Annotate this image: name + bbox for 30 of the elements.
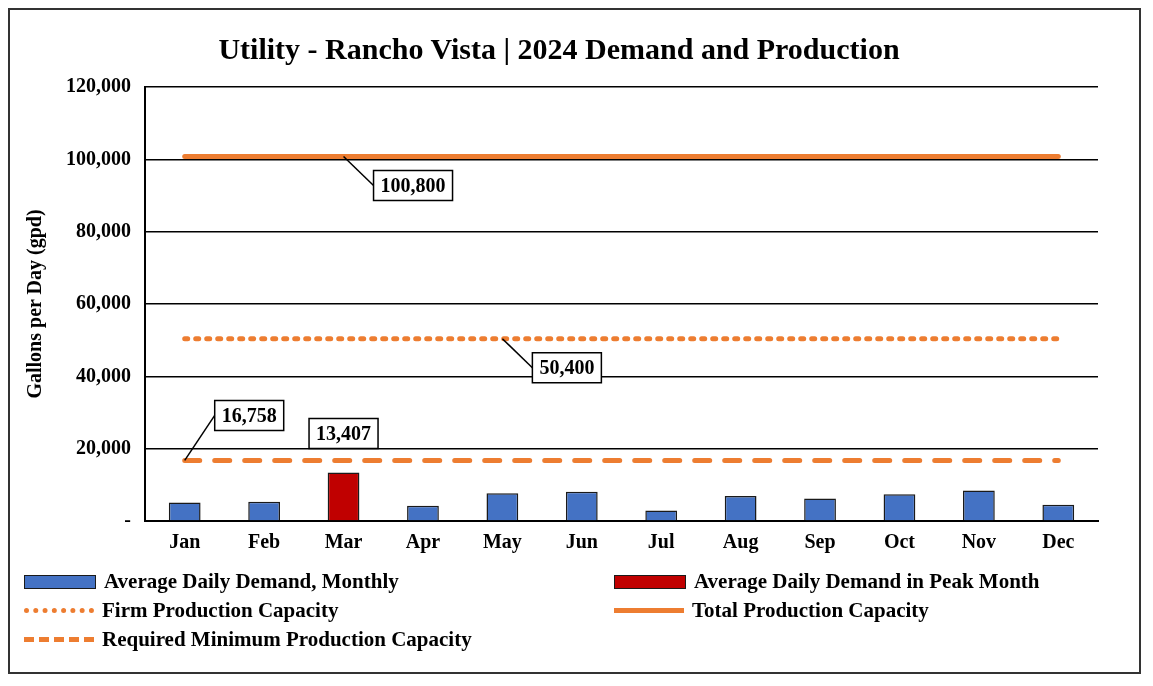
y-tick-label: 20,000	[76, 435, 131, 458]
x-tick-label: Dec	[1042, 530, 1075, 553]
data-label: 100,800	[380, 173, 446, 196]
y-tick-label: 80,000	[76, 218, 131, 241]
x-tick-label: Aug	[722, 530, 759, 554]
y-axis-title: Gallons per Day (gpd)	[23, 209, 47, 399]
x-tick-label: Oct	[883, 530, 916, 553]
x-tick-label: Nov	[961, 530, 997, 553]
y-tick-label: 100,000	[66, 146, 131, 169]
y-tick-label: 60,000	[76, 291, 131, 314]
y-tick-label: 120,000	[66, 74, 131, 97]
x-tick-label: Feb	[248, 530, 281, 553]
data-label: 13,407	[316, 421, 372, 444]
x-tick-label: May	[482, 530, 522, 554]
x-tick-label: Sep	[804, 530, 836, 554]
x-tick-label: Apr	[405, 530, 441, 554]
x-tick-label: Jan	[169, 530, 201, 553]
legend-label: Average Daily Demand, Monthly	[104, 569, 399, 594]
y-tick-label: -	[124, 508, 131, 531]
legend-label: Firm Production Capacity	[102, 598, 339, 623]
x-tick-label: Mar	[324, 530, 363, 553]
data-label: 16,758	[221, 403, 277, 426]
legend-label: Total Production Capacity	[692, 598, 929, 623]
chart-title: Utility - Rancho Vista | 2024 Demand and Production	[218, 31, 900, 65]
y-tick-label: 40,000	[76, 363, 131, 386]
legend-label: Required Minimum Production Capacity	[102, 627, 472, 652]
legend-label: Average Daily Demand in Peak Month	[694, 569, 1040, 594]
x-tick-label: Jul	[647, 530, 675, 553]
x-tick-label: Jun	[565, 530, 598, 553]
data-label: 50,400	[539, 355, 595, 378]
